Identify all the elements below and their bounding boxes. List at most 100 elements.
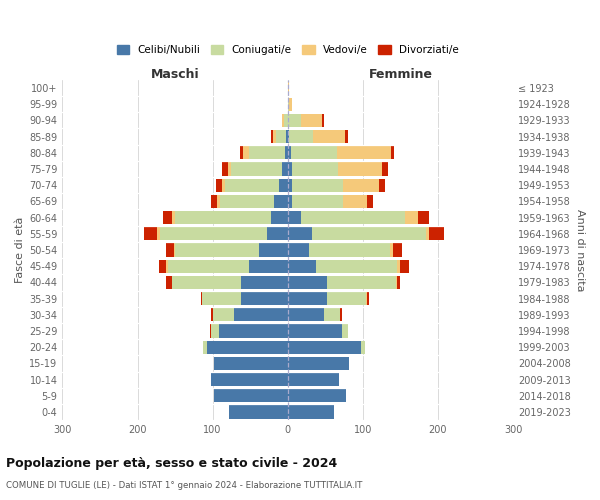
Bar xyxy=(324,308,340,322)
Bar xyxy=(202,292,241,305)
Bar xyxy=(322,114,324,127)
Bar xyxy=(343,194,367,208)
Bar xyxy=(200,292,202,305)
Bar xyxy=(316,260,397,273)
Bar xyxy=(214,357,288,370)
Bar xyxy=(271,130,273,143)
Bar xyxy=(211,308,212,322)
Bar xyxy=(286,130,288,143)
Bar xyxy=(313,130,345,143)
Bar xyxy=(418,211,429,224)
Bar xyxy=(143,227,157,240)
Bar xyxy=(284,114,288,127)
Bar xyxy=(166,276,172,289)
Bar xyxy=(288,227,312,240)
Bar xyxy=(288,82,289,94)
Bar xyxy=(288,406,334,418)
Bar xyxy=(288,130,289,143)
Bar xyxy=(426,227,429,240)
Bar xyxy=(397,276,400,289)
Bar xyxy=(206,340,288,354)
Bar xyxy=(391,146,394,160)
Bar xyxy=(273,130,276,143)
Bar xyxy=(289,130,313,143)
Bar xyxy=(271,211,288,224)
Bar xyxy=(366,292,367,305)
Bar xyxy=(345,130,348,143)
Bar xyxy=(292,162,338,175)
Bar xyxy=(400,260,409,273)
Bar xyxy=(285,146,288,160)
Bar xyxy=(361,340,365,354)
Bar xyxy=(405,211,418,224)
Bar xyxy=(274,194,288,208)
Bar xyxy=(160,227,267,240)
Bar xyxy=(309,244,390,256)
Bar xyxy=(172,276,241,289)
Bar xyxy=(221,178,224,192)
Text: COMUNE DI TUGLIE (LE) - Dati ISTAT 1° gennaio 2024 - Elaborazione TUTTITALIA.IT: COMUNE DI TUGLIE (LE) - Dati ISTAT 1° ge… xyxy=(6,481,362,490)
Bar xyxy=(203,340,206,354)
Bar xyxy=(301,211,405,224)
Bar xyxy=(397,260,400,273)
Bar xyxy=(214,389,288,402)
Bar xyxy=(288,389,346,402)
Bar xyxy=(396,276,397,289)
Bar xyxy=(337,146,391,160)
Bar xyxy=(157,227,160,240)
Y-axis label: Anni di nascita: Anni di nascita xyxy=(575,208,585,291)
Bar xyxy=(367,292,369,305)
Bar xyxy=(288,324,342,338)
Bar xyxy=(211,373,288,386)
Bar xyxy=(175,244,259,256)
Bar xyxy=(393,244,402,256)
Text: Maschi: Maschi xyxy=(151,68,199,80)
Bar xyxy=(248,146,285,160)
Bar xyxy=(288,178,292,192)
Bar xyxy=(288,162,292,175)
Bar xyxy=(167,260,248,273)
Bar xyxy=(242,146,248,160)
Bar xyxy=(283,114,284,127)
Bar xyxy=(343,178,379,192)
Bar xyxy=(221,162,227,175)
Bar xyxy=(327,276,396,289)
Bar xyxy=(241,276,288,289)
Bar xyxy=(172,211,175,224)
Bar xyxy=(173,244,175,256)
Bar xyxy=(288,98,289,111)
Bar xyxy=(288,194,292,208)
Bar xyxy=(233,308,288,322)
Bar xyxy=(288,373,339,386)
Bar xyxy=(288,211,301,224)
Bar xyxy=(288,357,349,370)
Bar xyxy=(301,114,322,127)
Bar xyxy=(217,194,220,208)
Bar xyxy=(288,260,316,273)
Bar xyxy=(327,292,366,305)
Bar xyxy=(259,244,288,256)
Bar xyxy=(312,227,426,240)
Bar xyxy=(288,308,324,322)
Legend: Celibi/Nubili, Coniugati/e, Vedovi/e, Divorziati/e: Celibi/Nubili, Coniugati/e, Vedovi/e, Di… xyxy=(113,41,463,60)
Bar xyxy=(288,292,327,305)
Bar xyxy=(220,194,274,208)
Text: Femmine: Femmine xyxy=(368,68,433,80)
Bar xyxy=(292,178,343,192)
Bar xyxy=(227,162,230,175)
Bar xyxy=(288,244,309,256)
Bar xyxy=(379,178,385,192)
Bar xyxy=(267,227,288,240)
Bar xyxy=(175,211,271,224)
Bar xyxy=(342,324,348,338)
Bar xyxy=(367,194,373,208)
Bar xyxy=(289,98,292,111)
Bar xyxy=(338,162,382,175)
Bar xyxy=(429,227,444,240)
Bar xyxy=(292,194,343,208)
Bar xyxy=(212,308,233,322)
Bar xyxy=(276,130,286,143)
Bar xyxy=(166,244,173,256)
Bar xyxy=(279,178,288,192)
Bar xyxy=(340,308,342,322)
